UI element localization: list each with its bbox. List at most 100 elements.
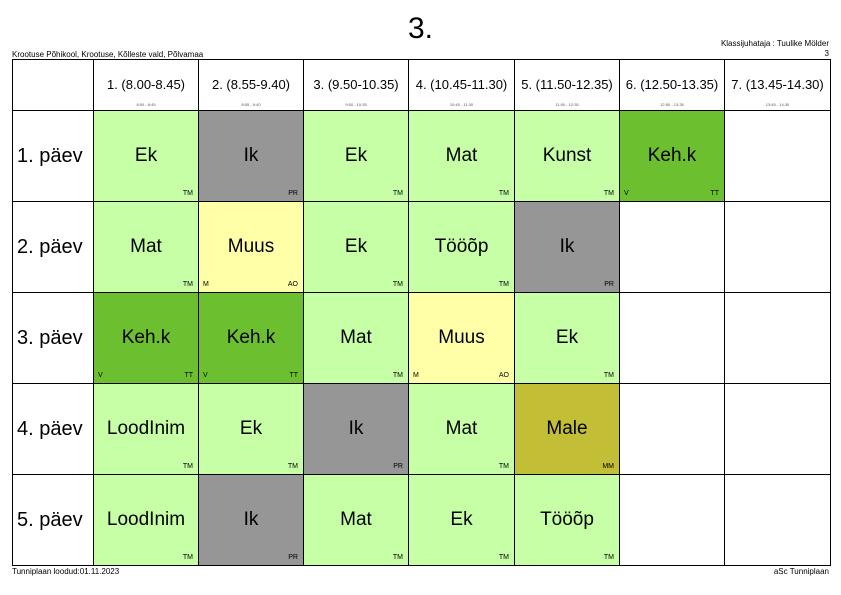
period-time: 9:50 - 10:35 [345, 102, 367, 107]
lesson-cell: Muus M AO [408, 292, 515, 384]
lesson-cell: Male MM [514, 383, 620, 475]
timetable: 1. (8.00-8.45) 8:00 - 8:45 2. (8.55-9.40)… [12, 59, 831, 566]
subject-name: Muus [227, 236, 275, 257]
subject-name: Ek [239, 418, 263, 439]
lesson-cell: Keh.k V TT [619, 110, 725, 202]
teacher-initials: PR [393, 463, 403, 470]
period-time: 12:50 - 13:35 [660, 102, 684, 107]
period-label: 6. (12.50-13.35) [625, 77, 719, 92]
day-row: 2. päev Mat TM Muus M AO Ek TM Tööõp TM Ik PR [12, 201, 831, 293]
lesson-cell [619, 292, 725, 384]
lesson-cell [724, 383, 831, 475]
subject-name: Keh.k [121, 327, 171, 348]
period-time: 11:50 - 12:35 [555, 102, 579, 107]
lesson-cell: Mat TM [303, 474, 409, 566]
teacher-initials: AO [287, 281, 298, 288]
period-header: 3. (9.50-10.35) 9:50 - 10:35 [303, 59, 409, 111]
subject-name: Ik [243, 509, 259, 530]
lesson-cell: Ek TM [303, 110, 409, 202]
software-name: aSc Tunniplaan [773, 567, 829, 576]
teacher-initials: TM [498, 463, 509, 470]
subject-name: Tööõp [540, 509, 594, 530]
teacher-initials: TM [603, 190, 614, 197]
teacher-initials: TM [498, 554, 509, 561]
teacher-initials: TM [498, 190, 509, 197]
teacher-initials: TM [392, 372, 403, 379]
lesson-cell: Mat TM [93, 201, 199, 293]
subject-name: Keh.k [647, 145, 697, 166]
room-code: V [624, 190, 629, 197]
room-code: M [413, 372, 419, 379]
subject-name: Kunst [542, 145, 592, 166]
teacher-initials: PR [288, 554, 298, 561]
period-header: 5. (11.50-12.35) 11:50 - 12:35 [514, 59, 620, 111]
subject-name: Mat [445, 145, 478, 166]
teacher-initials: TT [710, 190, 719, 197]
teacher-initials: TT [184, 372, 193, 379]
period-label: 5. (11.50-12.35) [521, 77, 613, 92]
day-row: 1. päev Ek TM Ik PR Ek TM Mat TM Kunst TM Keh.k V TT [12, 110, 831, 202]
lesson-cell: Mat TM [408, 383, 515, 475]
lesson-cell: Ik PR [303, 383, 409, 475]
lesson-cell: Tööõp TM [514, 474, 620, 566]
period-time: 8:00 - 8:45 [136, 102, 156, 107]
period-time: 8:55 - 9:40 [241, 102, 261, 107]
created-date: Tunniplaan loodud:01.11.2023 [12, 567, 120, 576]
corner-cell [12, 59, 94, 111]
subject-name: LoodInim [106, 418, 186, 439]
lesson-cell: Ek TM [93, 110, 199, 202]
lesson-cell: Ek TM [303, 201, 409, 293]
day-name: 4. päev [12, 383, 94, 475]
teacher-initials: TM [182, 281, 193, 288]
teacher-initials: TM [182, 463, 193, 470]
subject-name: Ik [559, 236, 575, 257]
lesson-cell: LoodInim TM [93, 474, 199, 566]
page-number: 3 [824, 49, 829, 58]
lesson-cell [619, 383, 725, 475]
period-header: 6. (12.50-13.35) 12:50 - 13:35 [619, 59, 725, 111]
page-title: 3. [407, 12, 434, 45]
lesson-cell: LoodInim TM [93, 383, 199, 475]
subject-name: Ek [134, 145, 158, 166]
lesson-cell [724, 292, 831, 384]
lesson-cell: Ek TM [198, 383, 304, 475]
period-label: 3. (9.50-10.35) [313, 77, 399, 92]
subject-name: Ik [348, 418, 364, 439]
teacher-initials: TT [289, 372, 298, 379]
subject-name: Mat [340, 509, 372, 530]
teacher-initials: TM [392, 281, 403, 288]
period-time: 13:45 - 14:30 [765, 102, 790, 107]
teacher-initials: TM [603, 554, 614, 561]
lesson-cell [724, 474, 831, 566]
day-row: 4. päev LoodInim TM Ek TM Ik PR Mat TM Male MM [12, 383, 831, 475]
subject-name: Muus [438, 327, 485, 348]
lesson-cell: Ik PR [198, 474, 304, 566]
period-time: 10:45 - 11:30 [449, 102, 474, 107]
day-name: 1. päev [12, 110, 94, 202]
teacher-initials: TM [392, 190, 403, 197]
subject-name: LoodInim [106, 509, 186, 530]
teacher-initials: PR [288, 190, 298, 197]
subject-name: Male [546, 418, 588, 439]
subject-name: Ek [450, 509, 473, 530]
lesson-cell: Keh.k V TT [93, 292, 199, 384]
school-name: Krootuse Põhikool, Krootuse, Kõlleste va… [12, 50, 204, 59]
day-row: 5. päev LoodInim TM Ik PR Mat TM Ek TM Tööõp TM [12, 474, 831, 566]
subject-name: Ek [555, 327, 579, 348]
lesson-cell [619, 474, 725, 566]
lesson-cell: Mat TM [303, 292, 409, 384]
teacher-initials: TM [182, 554, 193, 561]
room-code: M [203, 281, 209, 288]
day-name: 3. päev [12, 292, 94, 384]
subject-name: Ek [344, 145, 368, 166]
period-header: 7. (13.45-14.30) 13:45 - 14:30 [724, 59, 831, 111]
teacher-initials: PR [604, 281, 614, 288]
teacher-initials: TM [287, 463, 298, 470]
room-code: V [98, 372, 103, 379]
subject-name: Ik [243, 145, 259, 166]
lesson-cell: Ik PR [514, 201, 620, 293]
period-header: 2. (8.55-9.40) 8:55 - 9:40 [198, 59, 304, 111]
period-label: 7. (13.45-14.30) [731, 77, 824, 92]
period-label: 1. (8.00-8.45) [106, 77, 186, 92]
room-code: V [203, 372, 208, 379]
